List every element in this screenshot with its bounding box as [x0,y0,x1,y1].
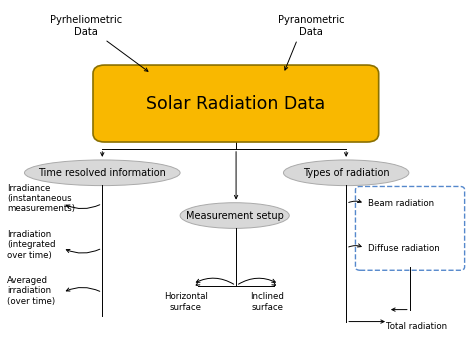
Text: Pyranometric
Data: Pyranometric Data [278,15,345,37]
Text: Solar Radiation Data: Solar Radiation Data [146,95,326,112]
Text: Beam radiation: Beam radiation [368,199,434,208]
Text: Averaged
irradiation
(over time): Averaged irradiation (over time) [7,276,55,306]
Text: Inclined
surface: Inclined surface [250,292,284,312]
Ellipse shape [25,160,180,186]
FancyBboxPatch shape [93,65,379,142]
Ellipse shape [180,203,289,228]
Text: Types of radiation: Types of radiation [303,168,390,178]
Text: Total radiation: Total radiation [386,322,447,331]
Text: Time resolved information: Time resolved information [38,168,166,178]
Text: Irradiation
(integrated
over time): Irradiation (integrated over time) [7,230,55,260]
Text: Irradiance
(instantaneous
measurements): Irradiance (instantaneous measurements) [7,184,75,213]
Text: Measurement setup: Measurement setup [186,210,283,221]
Text: Horizontal
surface: Horizontal surface [164,292,208,312]
Text: Pyrheliometric
Data: Pyrheliometric Data [50,15,122,37]
Text: Diffuse radiation: Diffuse radiation [368,244,440,253]
Ellipse shape [283,160,409,186]
